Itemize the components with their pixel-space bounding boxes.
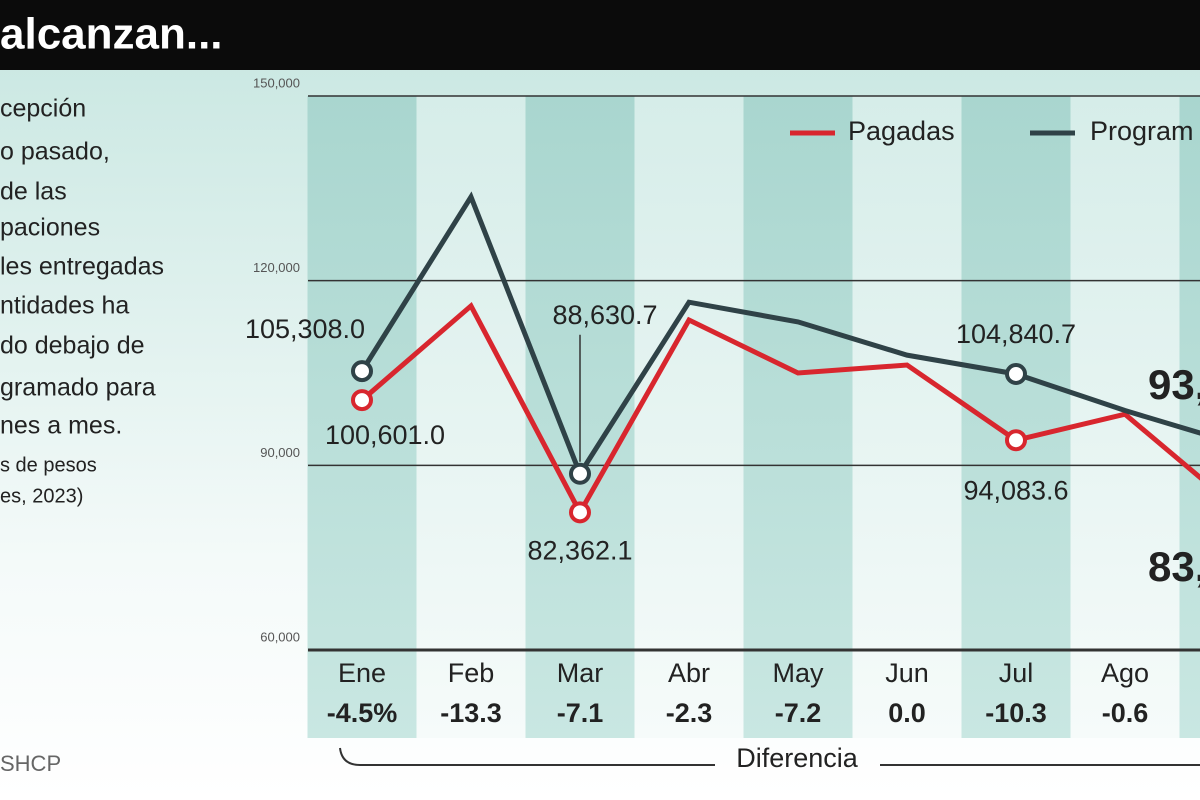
difference-value: 0.0: [888, 698, 926, 728]
intro-line: cepción: [0, 95, 86, 123]
marker: [1005, 362, 1027, 385]
difference-value: -2.3: [666, 698, 713, 728]
difference-value: -4.5%: [327, 698, 398, 728]
difference-label: Diferencia: [736, 743, 859, 773]
legend-label: Pagadas: [848, 116, 955, 146]
data-label: 93,: [1148, 361, 1200, 408]
legend-label: Program: [1090, 116, 1194, 146]
difference-value: -7.2: [775, 698, 822, 728]
marker: [569, 462, 591, 485]
intro-line: paciones: [0, 214, 100, 242]
intro-line: nes a mes.: [0, 412, 122, 440]
difference-value: -7.1: [557, 698, 604, 728]
bracket: [339, 747, 1200, 766]
y-tick-label: 150,000: [253, 75, 300, 90]
y-tick-label: 60,000: [260, 629, 300, 644]
intro-line: de las: [0, 178, 67, 206]
source: SHCP: [0, 751, 61, 776]
marker: [569, 501, 591, 524]
intro-line: do debajo de: [0, 332, 145, 360]
column-band: [634, 96, 744, 738]
x-tick-label: Jun: [885, 658, 929, 688]
difference-value: -10.3: [985, 698, 1047, 728]
title: alcanzan...: [0, 10, 223, 59]
x-tick-label: Jul: [999, 658, 1034, 688]
column-band: [1179, 96, 1200, 738]
marker: [351, 360, 373, 383]
data-label: 83,: [1148, 543, 1200, 590]
difference-value: -13.3: [440, 698, 502, 728]
x-tick-label: Ene: [338, 658, 386, 688]
intro-line: s de pesos: [0, 454, 97, 476]
data-label: 105,308.0: [245, 314, 365, 344]
x-tick-label: Feb: [448, 658, 495, 688]
column-band: [961, 96, 1071, 738]
column-band: [743, 96, 853, 738]
y-tick-label: 120,000: [253, 260, 300, 275]
column-band: [307, 96, 417, 738]
y-tick-label: 90,000: [260, 445, 300, 460]
column-band: [852, 96, 962, 738]
intro-line: gramado para: [0, 374, 156, 402]
title-bar: [0, 0, 1200, 70]
data-label: 100,601.0: [325, 420, 445, 450]
x-tick-label: Ago: [1101, 658, 1149, 688]
data-label: 82,362.1: [527, 535, 632, 565]
series-line: [360, 301, 1200, 518]
data-label: 88,630.7: [552, 300, 657, 330]
marker: [351, 389, 373, 412]
x-tick-label: Abr: [668, 658, 710, 688]
x-tick-label: May: [772, 658, 824, 688]
data-label: 104,840.7: [956, 319, 1076, 349]
intro-line: es, 2023): [0, 485, 83, 507]
data-label: 94,083.6: [963, 475, 1068, 505]
intro-line: les entregadas: [0, 253, 164, 281]
intro-line: o pasado,: [0, 138, 110, 166]
intro-line: ntidades ha: [0, 292, 129, 320]
series-line: [359, 191, 1200, 480]
marker: [1005, 429, 1027, 452]
difference-value: -0.6: [1102, 698, 1149, 728]
x-tick-label: Mar: [557, 658, 604, 688]
